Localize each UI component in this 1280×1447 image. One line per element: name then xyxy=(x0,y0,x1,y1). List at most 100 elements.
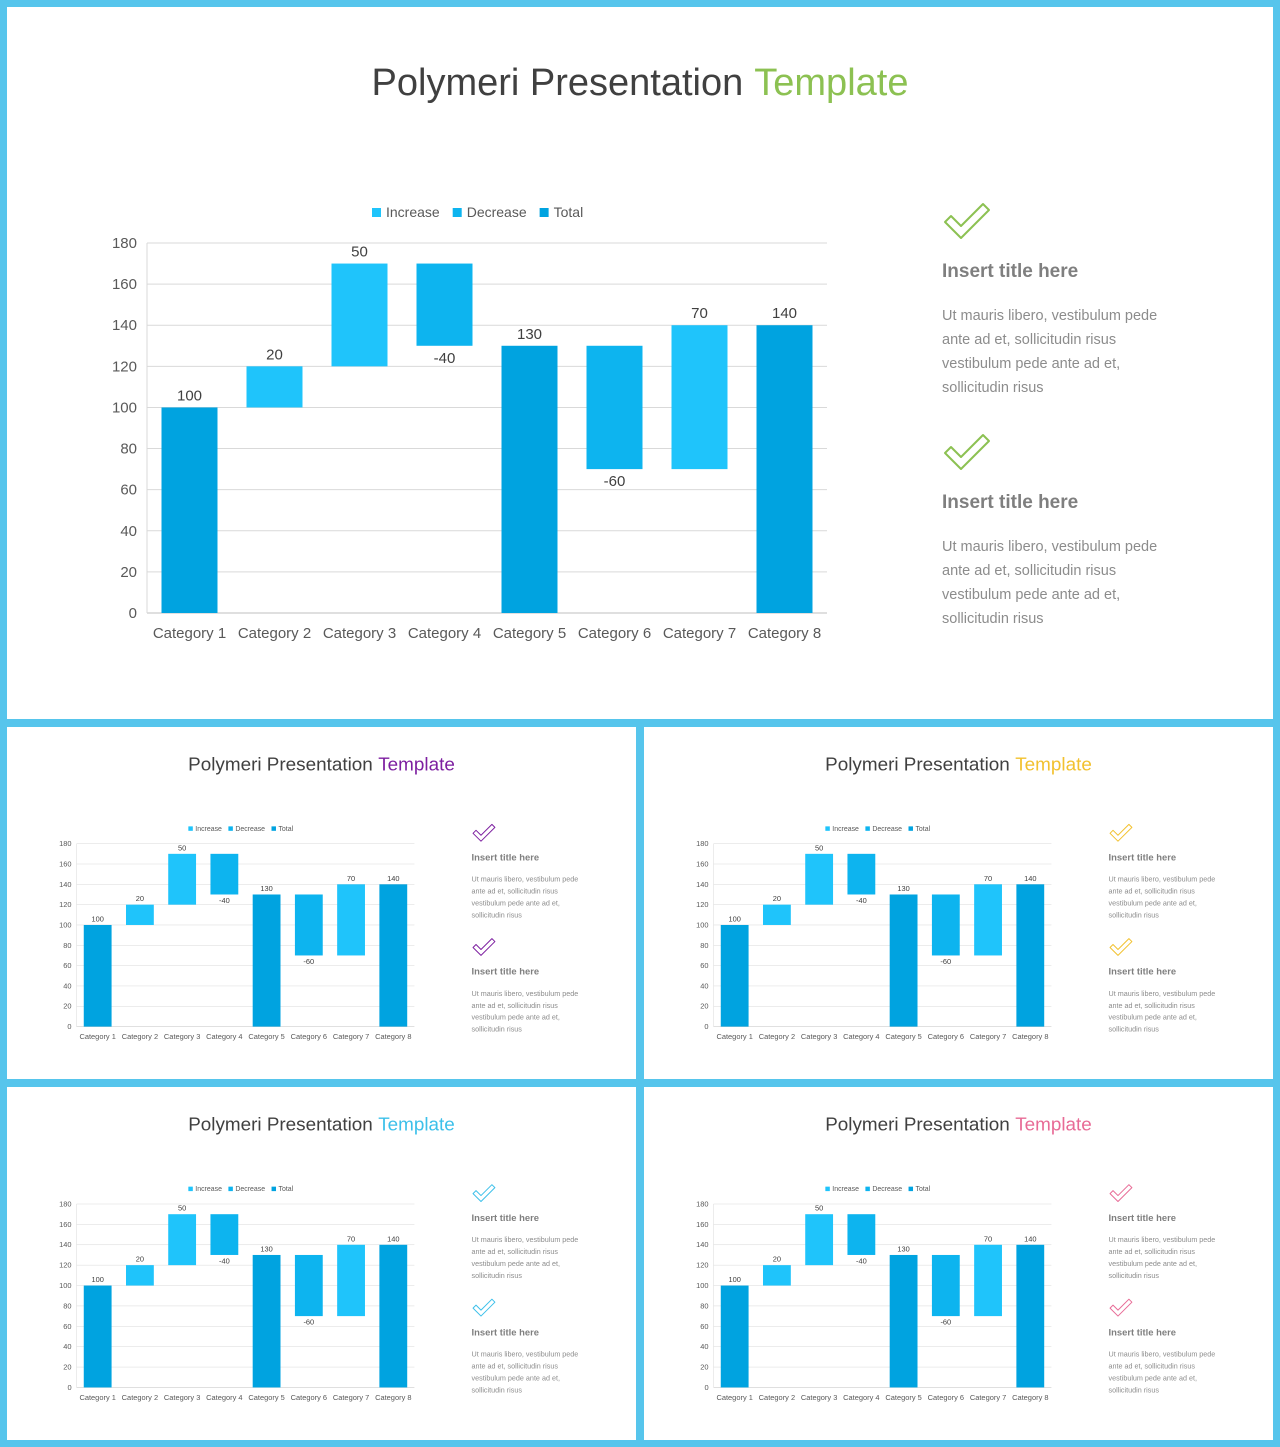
data-label: -40 xyxy=(219,896,230,905)
legend-label: Increase xyxy=(386,204,440,220)
item-text: ante ad et, sollicitudin risus xyxy=(472,1002,559,1010)
data-label: 130 xyxy=(260,1244,272,1253)
legend-label: Total xyxy=(278,826,293,833)
bar xyxy=(762,1265,791,1286)
title-accent: Template xyxy=(1015,1114,1092,1135)
y-tick-label: 0 xyxy=(67,1383,71,1392)
item-text: ante ad et, sollicitudin risus xyxy=(1109,1247,1196,1256)
x-tick-label: Category 6 xyxy=(291,1393,327,1402)
item-text: vestibulum pede ante ad et, xyxy=(1109,1259,1197,1268)
item-title: Insert title here xyxy=(472,1326,540,1337)
x-tick-label: Category 6 xyxy=(578,625,651,642)
item-text: sollicitudin risus xyxy=(472,1385,523,1394)
bar xyxy=(331,263,388,367)
data-label: -40 xyxy=(434,350,456,367)
y-tick-label: 60 xyxy=(63,1322,71,1331)
bar xyxy=(805,1214,834,1266)
data-label: 100 xyxy=(728,1275,740,1284)
legend-swatch xyxy=(539,208,549,217)
data-label: 50 xyxy=(178,1204,186,1213)
bar xyxy=(931,894,960,956)
title-accent: Template xyxy=(378,754,455,775)
y-tick-label: 180 xyxy=(112,235,137,252)
x-tick-label: Category 8 xyxy=(375,1032,411,1041)
x-tick-label: Category 6 xyxy=(291,1032,327,1041)
y-tick-label: 140 xyxy=(59,880,71,889)
x-tick-label: Category 3 xyxy=(164,1032,200,1041)
bar xyxy=(125,904,154,925)
legend-label: Decrease xyxy=(235,1186,265,1193)
legend-label: Total xyxy=(279,1186,294,1193)
x-tick-label: Category 5 xyxy=(248,1032,284,1041)
x-tick-label: Category 3 xyxy=(323,625,396,642)
bar xyxy=(805,853,834,905)
title-accent: Template xyxy=(378,1114,455,1135)
y-tick-label: 60 xyxy=(63,961,71,970)
data-label: -60 xyxy=(940,957,951,966)
item-text: ante ad et, sollicitudin risus xyxy=(472,1362,559,1371)
slide: Polymeri Presentation Template 0 20 40 60 80 10… xyxy=(644,727,1273,1079)
y-tick-label: 100 xyxy=(112,399,137,416)
x-tick-label: Category 3 xyxy=(801,1393,837,1402)
item-text: vestibulum pede ante ad et, xyxy=(472,1014,560,1022)
x-tick-label: Category 7 xyxy=(333,1393,369,1402)
item-text: Ut mauris libero, vestibulum pede xyxy=(1109,1350,1216,1359)
x-tick-label: Category 4 xyxy=(408,625,481,642)
item-text: Ut mauris libero, vestibulum pede xyxy=(472,990,579,998)
legend-label: Increase xyxy=(195,1186,222,1193)
x-tick-label: Category 7 xyxy=(333,1032,369,1041)
y-tick-label: 0 xyxy=(67,1022,71,1031)
item-text: ante ad et, sollicitudin risus xyxy=(1109,888,1196,896)
y-tick-label: 120 xyxy=(59,1261,71,1270)
data-label: 140 xyxy=(387,1234,399,1243)
data-label: -60 xyxy=(303,957,314,966)
item-text: Ut mauris libero, vestibulum pede xyxy=(1109,990,1216,998)
title-accent: Template xyxy=(754,62,908,104)
data-label: 130 xyxy=(897,884,909,893)
bar xyxy=(847,853,876,895)
y-tick-label: 40 xyxy=(63,1342,71,1351)
title-main: Polymeri Presentation xyxy=(825,1114,1010,1135)
y-tick-label: 100 xyxy=(696,920,708,929)
legend-swatch xyxy=(228,1186,233,1192)
item-title: Insert title here xyxy=(942,261,1078,282)
data-label: 140 xyxy=(387,874,399,883)
y-tick-label: 80 xyxy=(700,1301,708,1310)
bar xyxy=(762,904,791,925)
x-tick-label: Category 5 xyxy=(885,1393,921,1402)
bar xyxy=(210,1214,239,1255)
data-label: 50 xyxy=(351,244,368,261)
x-tick-label: Category 2 xyxy=(238,625,311,642)
item-text: Ut mauris libero, vestibulum pede xyxy=(472,1235,579,1244)
bar xyxy=(931,1254,960,1317)
check-icon xyxy=(1109,1298,1133,1317)
x-tick-label: Category 4 xyxy=(843,1032,879,1041)
slide-title: Polymeri Presentation Template xyxy=(188,1114,455,1135)
item-text: Ut mauris libero, vestibulum pede xyxy=(472,876,579,884)
data-label: 140 xyxy=(1024,874,1036,883)
x-tick-label: Category 1 xyxy=(79,1393,115,1402)
data-label: -60 xyxy=(940,1318,951,1327)
data-label: 100 xyxy=(728,915,740,924)
y-tick-label: 60 xyxy=(700,961,708,970)
slide-title: Polymeri Presentation Template xyxy=(825,754,1092,775)
y-tick-label: 180 xyxy=(59,1199,71,1208)
item-text: ante ad et, sollicitudin risus xyxy=(942,332,1116,348)
x-tick-label: Category 8 xyxy=(375,1393,411,1402)
legend-label: Decrease xyxy=(872,1186,902,1193)
item-title: Insert title here xyxy=(1109,966,1177,977)
data-label: 130 xyxy=(897,1244,909,1253)
y-tick-label: 40 xyxy=(120,523,137,540)
y-tick-label: 180 xyxy=(59,839,71,848)
data-label: 140 xyxy=(772,305,797,322)
data-label: -40 xyxy=(219,1256,230,1265)
data-label: 100 xyxy=(177,387,202,404)
slide: Polymeri Presentation Template 0 20 40 60 80 10… xyxy=(7,727,636,1079)
y-tick-label: 100 xyxy=(59,1281,71,1290)
data-label: -40 xyxy=(856,896,867,905)
slide-title: Polymeri Presentation Template xyxy=(372,62,909,104)
legend-swatch xyxy=(865,1186,870,1192)
x-tick-label: Category 8 xyxy=(748,625,821,642)
bar xyxy=(125,1265,154,1286)
